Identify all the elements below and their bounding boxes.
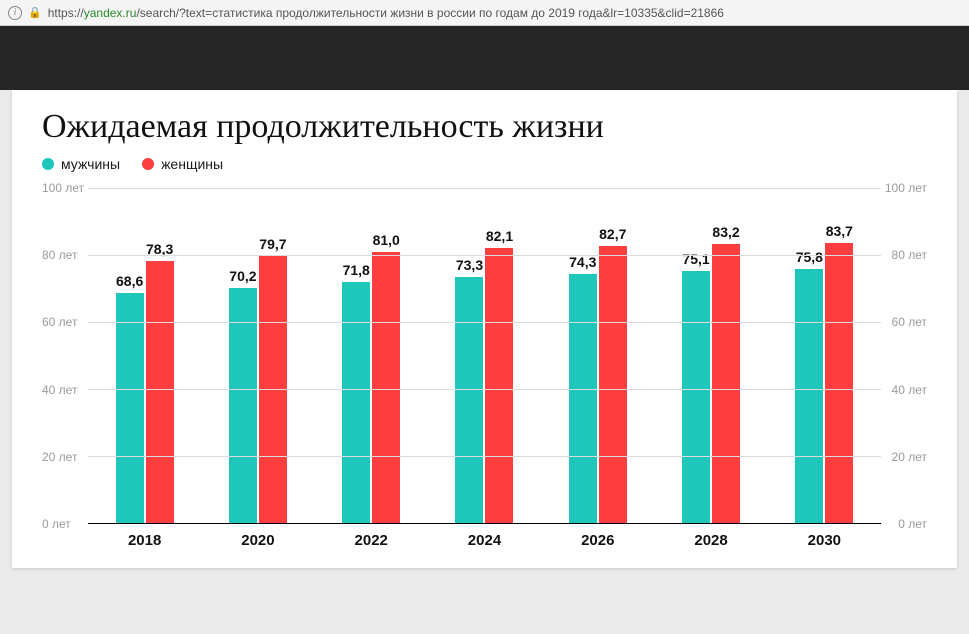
- x-axis-labels: 2018202020222024202620282030: [88, 524, 881, 558]
- bar-value-label: 81,0: [373, 232, 400, 248]
- legend-label: мужчины: [61, 156, 120, 172]
- bar: 78,3: [146, 261, 174, 523]
- bar: 71,8: [342, 282, 370, 523]
- ytick-left: 20 лет: [42, 450, 77, 464]
- legend-label: женщины: [161, 156, 223, 172]
- bar-value-label: 82,1: [486, 228, 513, 244]
- x-axis-label: 2030: [768, 524, 881, 558]
- bar-value-label: 71,8: [343, 262, 370, 278]
- x-axis-label: 2018: [88, 524, 201, 558]
- ytick-right: 0 лет: [898, 517, 927, 531]
- bar: 73,3: [455, 277, 483, 523]
- bar: 74,3: [569, 274, 597, 523]
- bar: 83,7: [825, 243, 853, 523]
- x-axis-label: 2024: [428, 524, 541, 558]
- url-path: /search/?text=статистика продолжительнос…: [136, 6, 724, 20]
- url-area: i 🔒 https://yandex.ru/search/?text=стати…: [8, 6, 961, 20]
- ytick-left: 0 лет: [42, 517, 71, 531]
- bar: 82,1: [485, 248, 513, 523]
- legend: мужчины женщины: [42, 156, 927, 172]
- chart-area: 68,678,370,279,771,881,073,382,174,382,7…: [42, 188, 927, 558]
- x-axis-label: 2028: [654, 524, 767, 558]
- bar-value-label: 68,6: [116, 273, 143, 289]
- lock-icon: 🔒: [28, 6, 42, 19]
- bar: 81,0: [372, 252, 400, 523]
- dark-header-strip: [0, 26, 969, 90]
- bar-value-label: 82,7: [599, 226, 626, 242]
- chart-title: Ожидаемая продолжительность жизни: [42, 108, 927, 146]
- x-axis-label: 2020: [201, 524, 314, 558]
- x-axis-label: 2026: [541, 524, 654, 558]
- bar-group: 68,678,3: [88, 188, 201, 523]
- bar-group: 75,183,2: [654, 188, 767, 523]
- ytick-right: 100 лет: [885, 181, 927, 195]
- bar-value-label: 75,1: [682, 251, 709, 267]
- grid-line: [88, 322, 881, 323]
- bar-group: 74,382,7: [541, 188, 654, 523]
- ytick-left: 40 лет: [42, 383, 77, 397]
- legend-swatch: [142, 158, 154, 170]
- legend-item: женщины: [142, 156, 223, 172]
- bar-value-label: 83,2: [712, 224, 739, 240]
- url-protocol: https://: [48, 6, 84, 20]
- bar-group: 73,382,1: [428, 188, 541, 523]
- info-icon[interactable]: i: [8, 6, 22, 20]
- bar: 75,8: [795, 269, 823, 523]
- grid-line: [88, 456, 881, 457]
- url-text: https://yandex.ru/search/?text=статистик…: [48, 6, 724, 20]
- legend-swatch: [42, 158, 54, 170]
- bar: 68,6: [116, 293, 144, 523]
- ytick-left: 80 лет: [42, 248, 77, 262]
- bar: 70,2: [229, 288, 257, 523]
- bar-value-label: 79,7: [259, 236, 286, 252]
- browser-address-bar[interactable]: i 🔒 https://yandex.ru/search/?text=стати…: [0, 0, 969, 26]
- ytick-right: 60 лет: [892, 315, 927, 329]
- url-host: yandex.ru: [84, 6, 137, 20]
- grid-line: [88, 188, 881, 189]
- ytick-right: 40 лет: [892, 383, 927, 397]
- bar-value-label: 74,3: [569, 254, 596, 270]
- bar-groups: 68,678,370,279,771,881,073,382,174,382,7…: [88, 188, 881, 523]
- bar-value-label: 83,7: [826, 223, 853, 239]
- bar: 83,2: [712, 244, 740, 523]
- bar-value-label: 73,3: [456, 257, 483, 273]
- ytick-left: 60 лет: [42, 315, 77, 329]
- bar: 82,7: [599, 246, 627, 523]
- ytick-right: 80 лет: [892, 248, 927, 262]
- bar-value-label: 75,8: [796, 249, 823, 265]
- bar: 75,1: [682, 271, 710, 523]
- grid-line: [88, 255, 881, 256]
- bar-group: 75,883,7: [768, 188, 881, 523]
- bar-group: 71,881,0: [315, 188, 428, 523]
- bar-value-label: 70,2: [229, 268, 256, 284]
- x-axis-label: 2022: [315, 524, 428, 558]
- chart-card: Ожидаемая продолжительность жизни мужчин…: [12, 90, 957, 568]
- ytick-right: 20 лет: [892, 450, 927, 464]
- bar-group: 70,279,7: [201, 188, 314, 523]
- ytick-left: 100 лет: [42, 181, 84, 195]
- plot-area: 68,678,370,279,771,881,073,382,174,382,7…: [88, 188, 881, 524]
- grid-line: [88, 389, 881, 390]
- legend-item: мужчины: [42, 156, 120, 172]
